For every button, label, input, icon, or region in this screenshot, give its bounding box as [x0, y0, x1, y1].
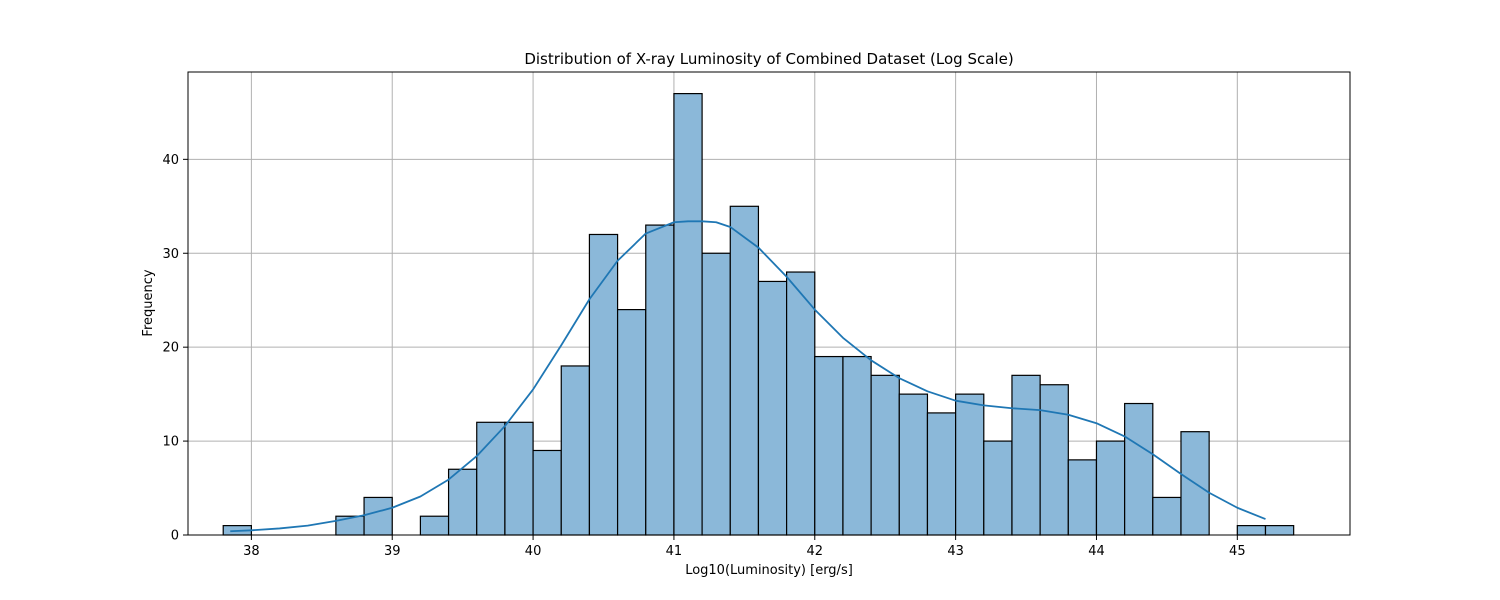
y-tick-label: 0: [171, 529, 179, 544]
histogram-bar: [1095, 440, 1126, 536]
x-axis-ticks: 38 39 40 41 42 43 44 45: [243, 535, 1246, 559]
histogram-bar: [419, 515, 450, 536]
x-axis-label: Log10(Luminosity) [erg/s]: [685, 563, 853, 578]
histogram-bar: [786, 271, 816, 536]
x-tick-label: 41: [666, 544, 683, 559]
x-tick-label: 45: [1229, 544, 1246, 559]
histogram-bar: [926, 412, 957, 536]
histogram-bar: [1067, 459, 1098, 536]
histogram-bar: [335, 515, 365, 536]
y-tick-label: 40: [162, 153, 179, 168]
histogram-bar: [983, 440, 1013, 536]
y-tick-label: 20: [162, 341, 179, 356]
x-tick-label: 44: [1088, 544, 1105, 559]
y-tick-label: 30: [162, 247, 179, 262]
histogram-bar: [870, 374, 900, 536]
histogram-bar: [363, 496, 393, 536]
histogram-bar: [842, 355, 872, 536]
histogram-bar: [560, 365, 591, 536]
histogram-bar: [955, 393, 985, 536]
y-tick-label: 10: [162, 435, 179, 450]
histogram-bar: [1264, 525, 1295, 536]
x-tick-label: 43: [947, 544, 964, 559]
y-axis-ticks: 0 10 20 30 40: [162, 153, 188, 544]
histogram-bar: [757, 280, 788, 536]
histogram-bar: [814, 355, 844, 536]
histogram-bar: [701, 252, 731, 536]
histogram-bar: [588, 233, 619, 536]
histogram-bar: [1124, 402, 1154, 536]
chart-title: Distribution of X-ray Luminosity of Comb…: [524, 50, 1013, 68]
histogram-bar: [532, 449, 562, 536]
histogram-bar: [447, 468, 478, 536]
histogram-bar: [616, 309, 647, 536]
histogram-bar: [1152, 496, 1182, 536]
histogram-bar: [645, 224, 675, 536]
kde-curve-layer: [230, 220, 1266, 533]
histogram-bar: [1039, 384, 1069, 536]
histogram-bar: [729, 205, 760, 536]
histogram-bar: [673, 93, 703, 536]
x-tick-label: 40: [525, 544, 542, 559]
x-tick-label: 42: [807, 544, 824, 559]
histogram-bar: [898, 393, 929, 536]
kde-curve: [230, 220, 1266, 533]
histogram-bars: [222, 93, 1295, 536]
histogram-bar: [476, 421, 506, 536]
histogram-bar: [1011, 374, 1041, 536]
histogram-bar: [504, 421, 534, 536]
histogram-bar: [1236, 525, 1267, 536]
x-tick-label: 38: [243, 544, 260, 559]
x-tick-label: 39: [384, 544, 401, 559]
plot-frame: [187, 71, 1351, 536]
y-axis-label: Frequency: [141, 269, 156, 336]
